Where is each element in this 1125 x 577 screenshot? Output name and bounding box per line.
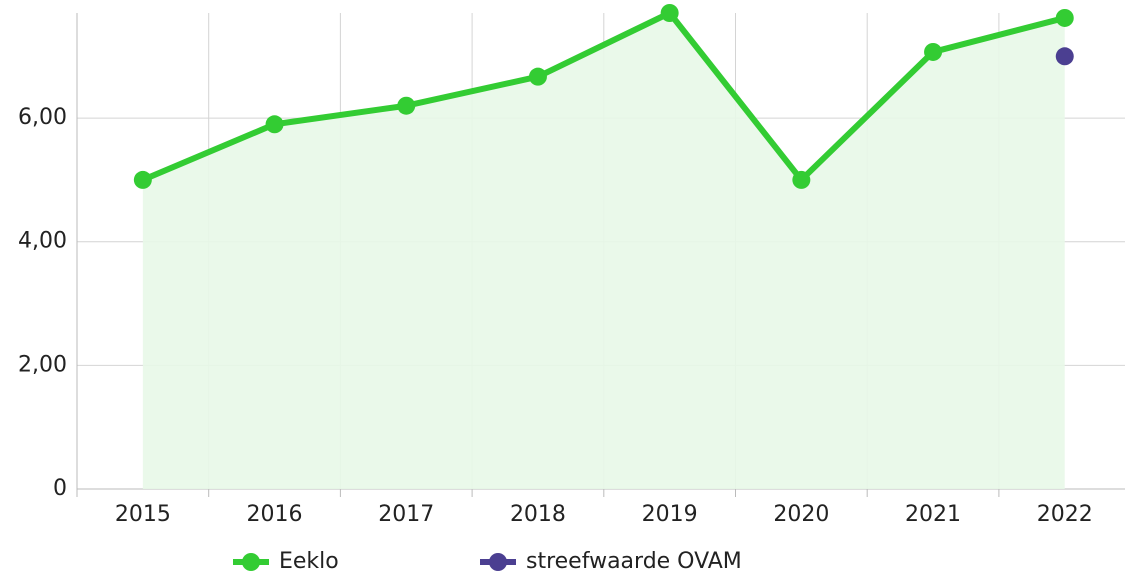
point xyxy=(1055,47,1074,66)
point xyxy=(1055,8,1074,27)
y-tick-label: 4,00 xyxy=(18,229,67,254)
point xyxy=(133,170,152,189)
y-tick-label: 6,00 xyxy=(18,105,67,130)
legend-item: Eeklo xyxy=(233,549,339,574)
legend-label: streefwaarde OVAM xyxy=(526,549,742,574)
point xyxy=(660,4,679,22)
y-tick-label: 2,00 xyxy=(18,352,67,377)
x-tick-label: 2020 xyxy=(773,502,829,527)
area xyxy=(142,13,1065,489)
point xyxy=(924,42,943,61)
x-tick-label: 2017 xyxy=(378,502,434,527)
x-tick-label: 2016 xyxy=(247,502,303,527)
x-tick-label: 2019 xyxy=(642,502,698,527)
point xyxy=(397,96,416,115)
point xyxy=(265,115,284,134)
y-tick-label: 0 xyxy=(53,476,67,501)
x-tick-label: 2022 xyxy=(1037,502,1093,527)
x-tick-label: 2021 xyxy=(905,502,961,527)
legend-item: streefwaarde OVAM xyxy=(480,549,742,574)
legend-label: Eeklo xyxy=(279,549,339,574)
legend-marker xyxy=(242,553,260,571)
point xyxy=(528,67,547,86)
x-tick-label: 2018 xyxy=(510,502,566,527)
legend-marker xyxy=(489,553,507,571)
point xyxy=(792,170,811,189)
line xyxy=(141,10,1066,183)
x-tick-label: 2015 xyxy=(115,502,171,527)
